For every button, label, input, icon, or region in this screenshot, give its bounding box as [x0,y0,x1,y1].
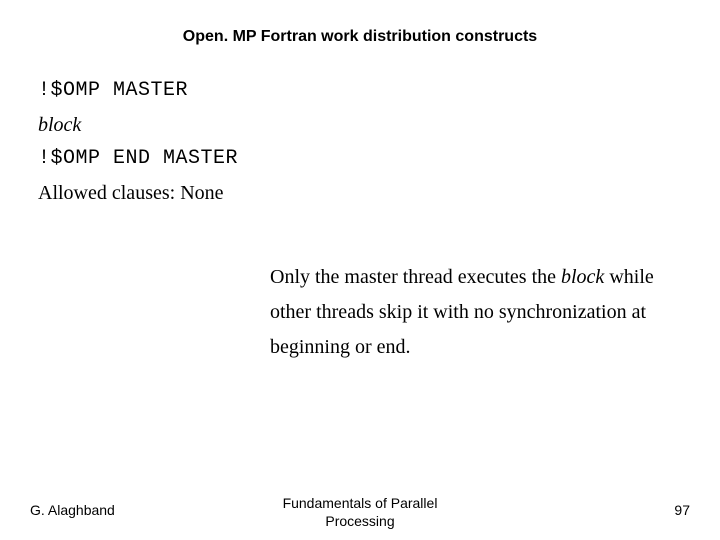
slide-title: Open. MP Fortran work distribution const… [0,28,720,46]
code-line-master-end: !$OMP END MASTER [38,142,238,176]
description-emph: block [561,266,604,288]
footer-page-number: 97 [674,502,690,518]
code-block: !$OMP MASTER block !$OMP END MASTER Allo… [38,74,238,210]
footer-center-line1: Fundamentals of Parallel [0,495,720,513]
code-line-block: block [38,108,238,142]
description-prefix: Only the master thread executes the [270,266,561,288]
code-line-clauses: Allowed clauses: None [38,176,238,210]
code-line-master-begin: !$OMP MASTER [38,74,238,108]
footer-center: Fundamentals of Parallel Processing [0,495,720,530]
footer-center-line2: Processing [0,513,720,531]
description-paragraph: Only the master thread executes the bloc… [270,260,690,365]
